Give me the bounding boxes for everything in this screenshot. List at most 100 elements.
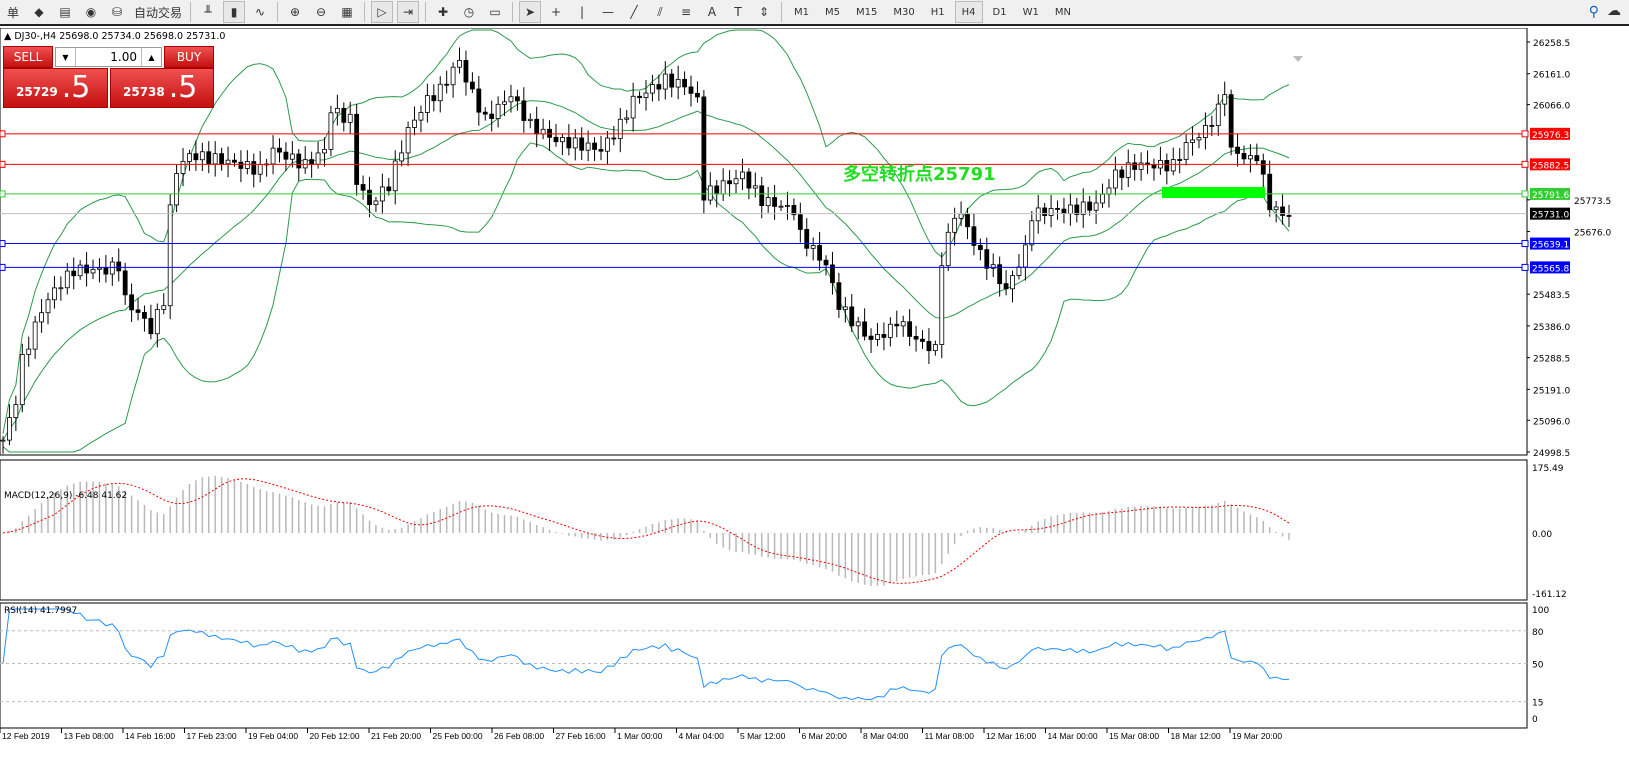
text-label-icon[interactable]: T <box>734 5 742 19</box>
line-chart-icon[interactable]: ∿ <box>254 5 266 19</box>
equidistant-channel-icon[interactable]: ⫽ <box>657 4 663 19</box>
menu-tail[interactable]: 单 <box>6 5 19 20</box>
bear-candle <box>309 159 315 165</box>
bull-candle <box>90 268 96 274</box>
lot-decrease-icon[interactable]: ▼ <box>56 48 76 66</box>
bear-candle <box>367 189 372 206</box>
auto-trading-button[interactable]: 自动交易 <box>134 5 183 20</box>
bull-candle <box>77 264 83 277</box>
auto-scroll-icon[interactable]: ▷ <box>371 1 394 23</box>
navigator-icon[interactable]: ▤ <box>59 5 71 19</box>
bear-candle <box>238 161 244 169</box>
timeframe-m15[interactable]: M15 <box>856 6 878 18</box>
bear-candle <box>482 111 488 115</box>
lot-input[interactable]: 1.00 <box>110 50 137 64</box>
bull-candle <box>1222 94 1228 105</box>
timeframe-m1[interactable]: M1 <box>794 6 810 18</box>
sell-price-pip: .5 <box>61 70 91 105</box>
bear-candle <box>553 136 559 143</box>
timeframe-d1[interactable]: D1 <box>992 6 1007 18</box>
bear-candle <box>759 185 765 207</box>
buy-price-button[interactable]: 25738 .5 <box>110 68 214 108</box>
periodicity-icon[interactable]: ◷ <box>463 5 475 19</box>
bull-candle <box>572 137 578 149</box>
timeframe-m5[interactable]: M5 <box>825 6 841 18</box>
bull-candle <box>154 309 160 335</box>
zoom-out-icon[interactable]: ⊖ <box>315 5 327 19</box>
bull-candle <box>1215 103 1221 127</box>
text-icon[interactable]: A <box>707 5 717 19</box>
toolbar-separator <box>425 2 427 22</box>
tile-windows-icon[interactable]: ▦ <box>341 5 353 19</box>
trendline-icon[interactable]: ╱ <box>630 5 638 19</box>
bear-candle <box>277 147 282 153</box>
buy-button[interactable]: BUY <box>164 46 214 68</box>
bear-candle <box>1280 206 1285 216</box>
bear-candle <box>360 184 366 191</box>
bear-candle <box>1209 125 1215 127</box>
time-axis-label: 25 Feb 00:00 <box>433 731 483 741</box>
price-axis-label: 26066.0 <box>1533 102 1570 112</box>
bear-candle <box>669 73 675 88</box>
lot-increase-icon[interactable]: ▲ <box>141 48 161 66</box>
rsi-axis-label: 50 <box>1532 661 1544 671</box>
bull-candle <box>97 267 102 270</box>
toolbar-separator <box>512 2 514 22</box>
time-axis-label: 17 Feb 23:00 <box>187 731 237 741</box>
bull-candle <box>1273 206 1279 211</box>
new-chart-icon[interactable]: ✚ <box>437 5 449 19</box>
timeframe-mn[interactable]: MN <box>1054 6 1071 18</box>
chart-shift-icon[interactable]: ⇥ <box>397 1 420 23</box>
bear-candle <box>746 171 752 189</box>
bull-candle <box>765 197 771 207</box>
signals-icon[interactable]: ◉ <box>85 5 97 19</box>
candlestick-icon[interactable]: ▮ <box>223 1 246 23</box>
bear-candle <box>997 264 1003 285</box>
price-level-tag <box>1530 237 1570 250</box>
timeframe-m30[interactable]: M30 <box>893 6 915 18</box>
timeframe-h4[interactable]: H4 <box>954 1 983 23</box>
bear-candle <box>71 270 77 277</box>
bull-candle <box>212 153 218 165</box>
bull-candle <box>855 321 861 327</box>
zoom-in-icon[interactable]: ⊕ <box>289 5 301 19</box>
bull-candle <box>347 113 353 123</box>
fibonacci-icon[interactable]: ≡ <box>680 5 692 19</box>
symbol-info: ▲ DJ30-,H4 25698.0 25734.0 25698.0 25731… <box>4 31 226 42</box>
rsi-label: RSI(14) 41.7997 <box>4 606 77 616</box>
chart-area[interactable]: 25976.3 25882.5 25791.6 25731.0 25639.1 25565… <box>0 28 1629 775</box>
vertical-line-icon[interactable]: | <box>579 5 585 19</box>
lot-size-field[interactable]: ▼ 1.00 ▲ <box>55 47 162 67</box>
level-handle <box>0 190 6 198</box>
bear-candle <box>592 142 597 150</box>
macd-axis-label: 175.49 <box>1532 464 1564 474</box>
time-axis-label: 6 Mar 20:00 <box>802 731 848 741</box>
level-handle <box>0 240 6 248</box>
search-icon[interactable]: ⚲ <box>1588 4 1599 20</box>
timeframe-w1[interactable]: W1 <box>1022 6 1039 18</box>
level-handle <box>1521 190 1529 198</box>
sell-price-button[interactable]: 25729 .5 <box>3 68 108 108</box>
bull-candle <box>1080 201 1086 216</box>
bull-candle <box>945 231 951 267</box>
autotrading-icon[interactable]: ⛁ <box>111 5 123 19</box>
arrows-icon[interactable]: ⇕ <box>758 5 770 19</box>
horizontal-line-icon[interactable]: — <box>602 5 615 19</box>
bull-candle <box>643 92 649 98</box>
price-axis-label: 25773.5 <box>1574 197 1611 207</box>
bear-candle <box>1235 146 1240 154</box>
buy-price-main: 25738 <box>123 85 165 99</box>
templates-icon[interactable]: ▭ <box>489 5 501 19</box>
bear-candle <box>1254 155 1260 162</box>
sell-button[interactable]: SELL <box>3 46 53 68</box>
bar-chart-icon[interactable]: ╨ <box>204 5 212 19</box>
cursor-icon[interactable]: ➤ <box>519 1 542 23</box>
bull-candle <box>752 185 758 189</box>
community-icon[interactable]: ☁ <box>1607 3 1621 19</box>
crosshair-icon[interactable]: + <box>550 5 562 19</box>
price-level-tag <box>1530 127 1570 140</box>
timeframe-h1[interactable]: H1 <box>930 6 945 18</box>
time-axis-label: 21 Feb 20:00 <box>371 731 421 741</box>
market-watch-icon[interactable]: ◆ <box>34 5 44 19</box>
bear-candle <box>148 317 154 335</box>
